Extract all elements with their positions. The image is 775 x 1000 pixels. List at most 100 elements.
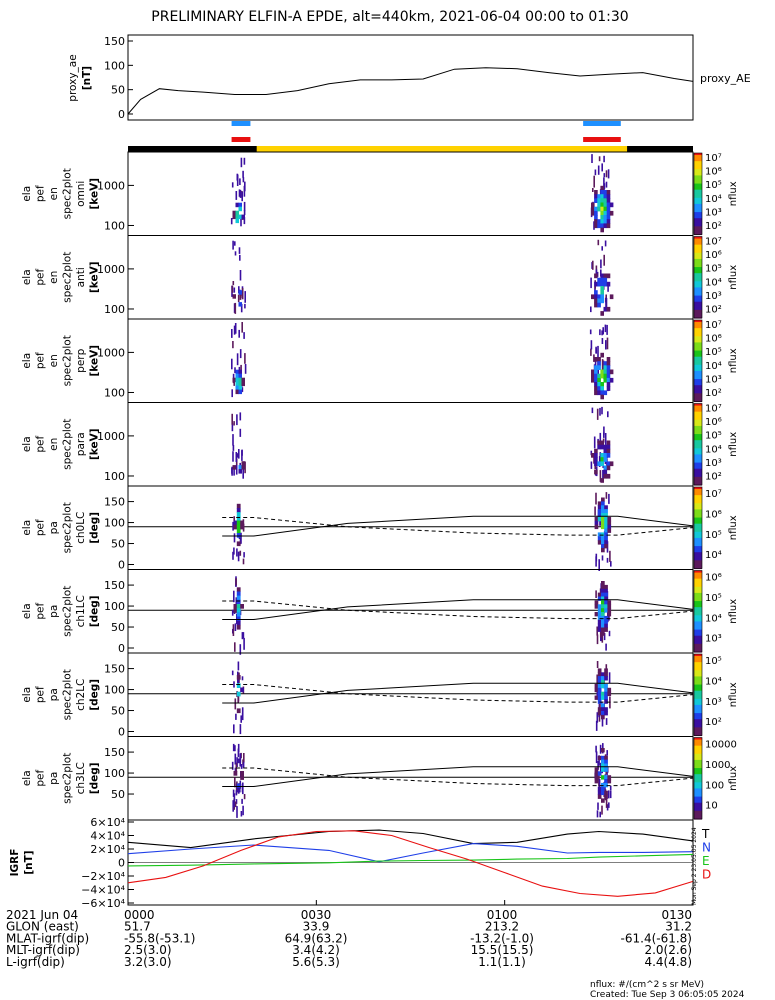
pitch-colorbar-swatch: [694, 713, 702, 716]
spectrogram-cell: [594, 382, 598, 387]
energy-colorbar-swatch: [694, 167, 702, 170]
spectrogram-cell: [236, 783, 241, 789]
spectrogram-cell: [604, 513, 608, 518]
pitch-colorbar-swatch: [694, 615, 702, 618]
loss-cone-solid-line: [222, 682, 694, 704]
spectrogram-cell: [235, 218, 239, 224]
spectrogram-cell: [236, 612, 241, 617]
spectrogram-cell: [594, 457, 598, 462]
energy-colorbar-tick: 10²: [705, 388, 722, 399]
spectrogram-speck: [233, 590, 235, 603]
spectrogram-cell: [235, 453, 239, 458]
spectrogram-cell: [603, 369, 608, 375]
spectrogram-cell: [604, 596, 608, 601]
spectrogram-speck: [600, 635, 602, 642]
energy-colorbar-swatch: [694, 250, 702, 254]
energy-colorbar-swatch: [694, 395, 702, 399]
plot-title: PRELIMINARY ELFIN-A EPDE, alt=440km, 202…: [151, 9, 628, 25]
spectrogram-speck: [240, 764, 243, 769]
pitch-colorbar-swatch: [694, 774, 702, 777]
field-ytick-label: 2×10⁴: [90, 843, 125, 856]
spectrogram-cell: [235, 381, 239, 387]
energy-colorbar-label: nflux: [728, 181, 739, 206]
spectrogram-cell: [594, 365, 598, 370]
spectrogram-speck: [235, 762, 238, 772]
spectrogram-cell: [597, 501, 602, 506]
spectrogram-cell: [604, 509, 608, 514]
spectrogram-cell: [594, 281, 598, 287]
spectrogram-cell: [604, 516, 608, 522]
spectrogram-speck: [601, 716, 604, 727]
pitch-colorbar-swatch: [694, 487, 702, 490]
spectrogram-speck: [597, 239, 600, 246]
spectrogram-cell: [601, 497, 605, 502]
pitch-colorbar-swatch: [694, 668, 702, 671]
energy-colorbar-swatch: [694, 438, 702, 441]
footer-row-value: 3.4(4.2): [292, 943, 340, 957]
spectrogram-cell: [597, 680, 602, 685]
pitch-colorbar-swatch: [694, 529, 702, 533]
spectrogram-speck: [242, 558, 245, 565]
spectrogram-cell: [591, 202, 595, 208]
spectrogram-cell: [607, 528, 612, 533]
energy-colorbar-swatch: [694, 260, 702, 264]
spectrogram-cell: [601, 544, 605, 549]
pitch-ylabel-line: pa: [48, 772, 60, 785]
pitch-colorbar-swatch: [694, 804, 702, 808]
loss-cone-dashed-line: [222, 600, 694, 620]
spectrogram-speck: [599, 811, 601, 818]
spectrogram-cell: [601, 540, 605, 545]
pitch-colorbar-swatch: [694, 633, 702, 637]
footer-row-value: -55.8(-53.1): [124, 931, 195, 945]
pitch-ylabel-line: [deg]: [89, 512, 101, 544]
pitch-colorbar-swatch: [694, 570, 702, 574]
energy-colorbar-swatch: [694, 165, 702, 168]
pitch-colorbar-swatch: [694, 745, 702, 749]
spectrogram-cell: [603, 277, 608, 283]
spectrogram-speck: [238, 366, 241, 372]
energy-colorbar-swatch: [694, 411, 702, 415]
spectrogram-speck: [595, 556, 597, 567]
pitch-colorbar-swatch: [694, 641, 702, 645]
spectrogram-speck: [231, 466, 233, 476]
spectrogram-cell: [606, 198, 611, 203]
spectrogram-cell: [597, 786, 602, 792]
spectrogram-speck: [234, 801, 237, 808]
energy-colorbar-swatch: [694, 293, 702, 297]
spectrogram-cell: [240, 771, 244, 776]
pitch-colorbar-swatch: [694, 623, 702, 627]
spectrogram-speck: [243, 794, 246, 800]
spectrogram-cell: [604, 615, 608, 621]
spectrogram-speck: [600, 259, 602, 269]
spectrogram-cell: [601, 501, 605, 506]
spectrogram-cell: [594, 369, 598, 375]
pitch-colorbar-swatch: [694, 686, 702, 690]
energy-colorbar-swatch: [694, 358, 702, 362]
pitch-colorbar-swatch: [694, 690, 702, 694]
pitch-ylabel-line: ch1LC: [75, 595, 87, 627]
pitch-colorbar-swatch: [694, 497, 702, 500]
spectrogram-cell: [597, 386, 601, 391]
ae-ytick-label: 100: [104, 59, 125, 72]
pitch-ylabel-line: pa: [48, 605, 60, 618]
energy-colorbar-swatch: [694, 267, 702, 270]
energy-colorbar-swatch: [694, 187, 702, 191]
footer-row-value: 33.9: [303, 920, 330, 934]
spectrogram-cell: [597, 627, 602, 632]
spectrogram-speck: [591, 154, 593, 163]
pitch-colorbar-swatch: [694, 548, 702, 551]
spectrogram-speck: [243, 217, 246, 225]
spectrogram-cell: [597, 509, 602, 514]
spectrogram-cell: [604, 536, 608, 541]
energy-colorbar-swatch: [694, 153, 702, 156]
spectrogram-speck: [239, 270, 242, 281]
spectrogram-speck: [609, 550, 611, 562]
spectrogram-cell: [601, 592, 605, 597]
energy-colorbar-swatch: [694, 427, 702, 431]
pitch-colorbar-swatch: [694, 554, 702, 557]
pitch-colorbar-swatch: [694, 680, 702, 684]
spectrogram-cell: [232, 465, 236, 470]
pitch-ylabel-line: pa: [48, 521, 60, 534]
pitch-colorbar-frame: [693, 737, 703, 820]
energy-ylabel-line: anti: [75, 267, 87, 287]
